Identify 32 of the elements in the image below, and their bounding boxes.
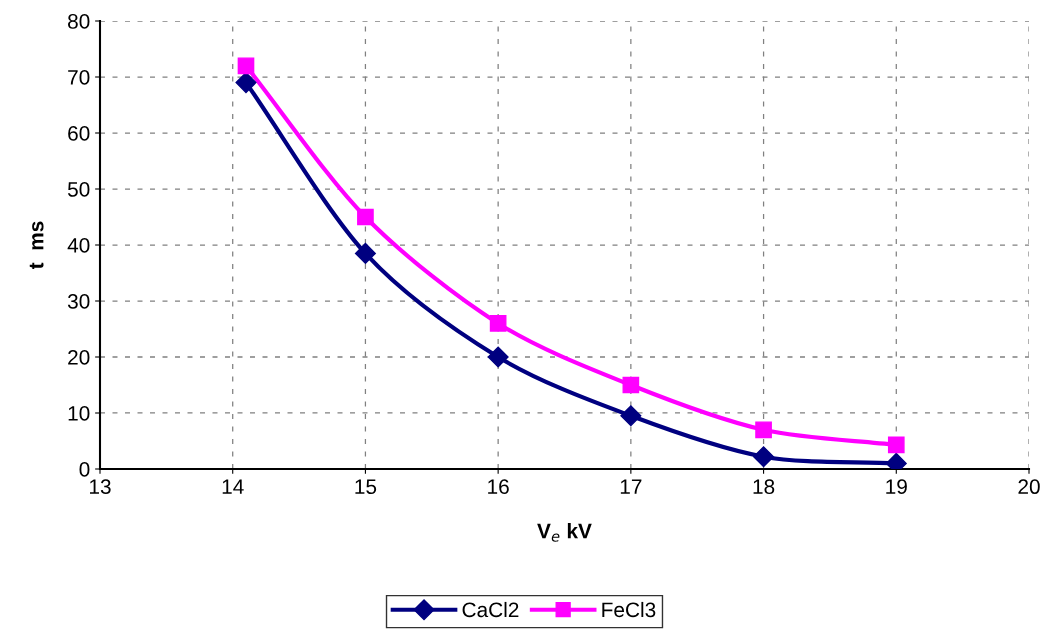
point: [489, 315, 507, 332]
point: [354, 242, 376, 264]
y-tick-label: 10: [68, 406, 90, 421]
point: [887, 436, 905, 454]
x-tick-label: 18: [753, 479, 775, 495]
y-tick-label: 50: [67, 182, 90, 197]
x-tick-label: 16: [488, 479, 509, 495]
point: [755, 421, 772, 439]
x-axis-title: V$_{e}$ kV: [537, 523, 592, 542]
x-tick-label: 19: [886, 479, 907, 495]
y-tick-label: 0: [79, 462, 90, 477]
point: [237, 57, 255, 75]
point: [620, 405, 642, 427]
y-tick-label: 40: [67, 238, 90, 253]
x-tick-label: 15: [355, 479, 377, 495]
y-tick-label: 60: [68, 126, 90, 141]
point: [622, 376, 640, 394]
y-tick-label: 80: [68, 14, 90, 29]
point: [753, 446, 775, 468]
y-axis-title: t ms: [29, 221, 44, 270]
point: [487, 346, 509, 368]
x-tick-label: 14: [222, 479, 244, 494]
y-tick-label: 20: [68, 350, 90, 365]
y-tick-label: 70: [68, 70, 90, 85]
x-tick-label: 20: [1018, 479, 1040, 495]
point: [235, 72, 257, 94]
legend-label: CaCl2: [462, 601, 519, 618]
point: [357, 208, 374, 226]
legend-label: FeCl3: [602, 601, 656, 618]
y-tick-label: 30: [67, 294, 90, 309]
x-tick-label: 17: [620, 479, 642, 494]
x-tick-label: 13: [90, 479, 111, 495]
